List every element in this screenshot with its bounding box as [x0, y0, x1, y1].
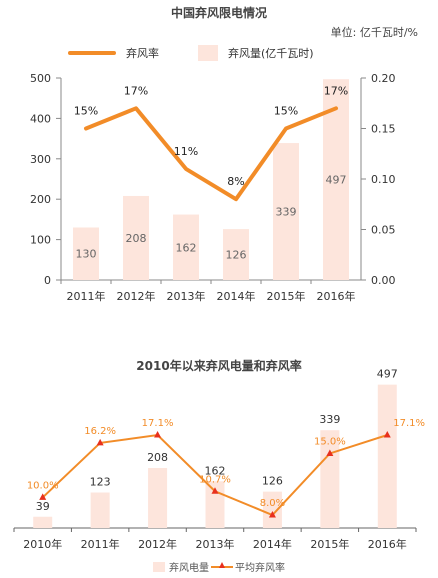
line-data-label: 15.0% [314, 436, 346, 447]
y-tick-label-right: 0.15 [371, 123, 396, 136]
legend: 弃风率 弃风量(亿千瓦时) [0, 45, 438, 61]
bar-value-label: 497 [377, 368, 398, 381]
line-data-label: 10.7% [199, 474, 231, 485]
triangle-marker-icon [219, 561, 225, 568]
x-tick-label: 2011年 [81, 537, 120, 551]
line-data-label: 17.1% [142, 418, 174, 429]
legend: 弃风电量 平均弃风率 [0, 559, 438, 574]
line-data-label: 16.2% [84, 426, 116, 437]
legend-item-rate: 弃风率 [68, 45, 159, 61]
triangle-marker [268, 511, 276, 518]
line-data-label: 11% [174, 145, 198, 158]
y-tick-label-right: 0.10 [371, 173, 396, 186]
line-data-label: 8% [227, 175, 244, 188]
bar-value-label: 162 [205, 464, 226, 477]
line-data-label: 10.0% [27, 480, 59, 491]
legend-bar-swatch [153, 561, 165, 572]
y-tick-label-right: 0.20 [371, 72, 396, 85]
bar [223, 229, 249, 280]
legend-line-swatch [68, 51, 116, 55]
legend-line-swatch [211, 561, 233, 568]
bar-value-label: 39 [36, 500, 50, 513]
y-tick-label-right: 0.00 [371, 274, 396, 287]
bar-value-label: 208 [147, 451, 168, 464]
y-tick-label-left: 0 [44, 274, 51, 287]
y-tick-label-left: 200 [30, 193, 51, 206]
x-tick-label: 2014年 [253, 537, 292, 551]
y-tick-label-left: 500 [30, 72, 51, 85]
bar [33, 516, 53, 528]
bar-value-label: 497 [326, 174, 347, 187]
unit-note: 单位: 亿千瓦时/% [330, 26, 418, 39]
bar [377, 384, 397, 528]
bar-value-label: 339 [319, 413, 340, 426]
chart-canvas: 0 100 200 300 400 500 0.00 0.05 0.10 0.15 0.20 130 2… [30, 72, 396, 303]
bar [273, 143, 299, 280]
triangle-marker [154, 431, 162, 438]
bar-value-label: 208 [126, 232, 147, 245]
bar-value-label: 126 [226, 249, 247, 262]
bar-value-label: 130 [76, 248, 97, 261]
bar [123, 195, 149, 280]
chart-canvas: 39 123 208 162 126 339 497 2010年 2011年 2012年 2013年… [13, 368, 425, 551]
x-tick-label: 2011年 [67, 289, 106, 303]
line-data-label: 17.1% [393, 418, 425, 429]
x-tick-label: 2013年 [167, 289, 206, 303]
x-tick-label: 2010年 [23, 537, 62, 551]
legend-bar-swatch [198, 45, 218, 61]
legend-label: 弃风电量 [169, 563, 209, 574]
bar [320, 430, 340, 528]
triangle-marker [326, 449, 334, 456]
bar [173, 214, 199, 280]
x-tick-label: 2012年 [117, 289, 156, 303]
bar-value-label: 123 [90, 476, 111, 489]
triangle-marker [39, 493, 47, 500]
series-line-rate [84, 106, 338, 202]
bar [262, 491, 282, 528]
x-tick-label: 2013年 [196, 537, 235, 551]
bar-value-label: 126 [262, 475, 283, 488]
x-tick-label: 2015年 [310, 537, 349, 551]
bar [148, 468, 168, 528]
chart-title: 2010年以来弃风电量和弃风率 [136, 359, 302, 373]
x-tick-label: 2014年 [217, 289, 256, 303]
triangle-marker [96, 438, 104, 446]
legend-item-volume: 弃风量(亿千瓦时) [198, 45, 314, 61]
bar-value-label: 339 [276, 206, 297, 219]
triangle-marker [211, 487, 219, 494]
x-tick-label: 2016年 [368, 537, 407, 551]
line-data-label: 17% [124, 84, 148, 97]
triangle-marker [383, 431, 391, 438]
legend-label: 弃风率 [126, 47, 159, 60]
line-data-label: 15% [274, 105, 298, 118]
legend-label: 弃风量(亿千瓦时) [228, 47, 314, 60]
chart-curtailment-2010-2016: 2010年以来弃风电量和弃风率 39 123 208 162 126 339 497 2010… [0, 355, 438, 578]
y-tick-label-right: 0.05 [371, 224, 396, 237]
y-tick-label-left: 300 [30, 153, 51, 166]
bar [90, 492, 110, 528]
x-tick-label: 2016年 [317, 289, 356, 303]
legend-label: 平均弃风率 [235, 563, 285, 574]
line-data-label: 15% [74, 105, 98, 118]
line-data-label: 17% [324, 84, 348, 97]
x-tick-label: 2012年 [138, 537, 177, 551]
chart-title: 中国弃风限电情况 [170, 6, 267, 20]
y-tick-label-left: 100 [30, 234, 51, 247]
chart-curtailment-2011-2016: 中国弃风限电情况 单位: 亿千瓦时/% 弃风率 弃风量(亿千瓦时) 0 100 20… [0, 6, 438, 303]
bar-value-label: 162 [176, 241, 197, 254]
bar [73, 227, 99, 280]
x-tick-label: 2015年 [267, 289, 306, 303]
y-tick-label-left: 400 [30, 112, 51, 125]
line-data-label: 8.0% [260, 498, 285, 509]
